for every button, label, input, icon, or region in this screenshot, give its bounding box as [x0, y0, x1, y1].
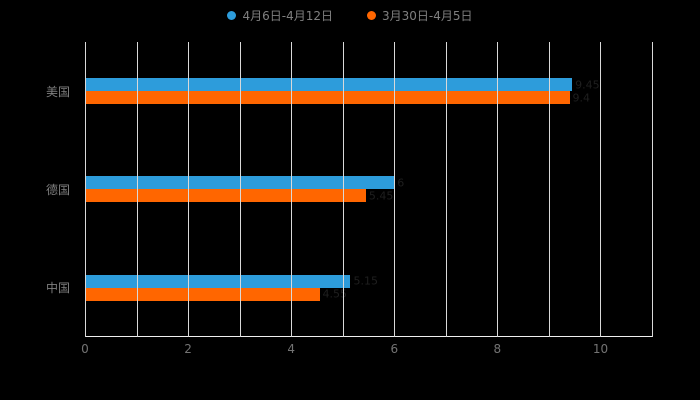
y-axis-line	[85, 42, 86, 337]
legend-item-series2[interactable]: 3月30日-4月5日	[367, 7, 473, 24]
x-axis-ticks: 0 2 4 6 8 10	[81, 342, 652, 358]
x-axis-line	[85, 336, 653, 337]
gridline	[445, 42, 447, 337]
legend-marker-icon	[367, 11, 376, 20]
bar-value-label: 5.15	[353, 274, 378, 288]
gridline	[291, 42, 293, 337]
bar-value-label: 9.45	[575, 78, 600, 92]
x-tick-label: 2	[184, 342, 192, 356]
gridline	[652, 42, 653, 337]
bar-group: 5.15 4.55	[85, 239, 652, 337]
category-label: 中国	[45, 281, 70, 296]
gridline	[497, 42, 499, 337]
bar-value-label: 4.55	[322, 287, 348, 301]
bar-series2[interactable]: 4.55	[85, 287, 347, 301]
plot-area: 9.45 9.4 6 5.45 5.15 4.55	[85, 42, 653, 337]
gridline	[394, 42, 396, 337]
bar-series1[interactable]: 5.15	[85, 274, 378, 288]
legend: 4月6日-4月12日 3月30日-4月5日	[0, 7, 700, 24]
gridline	[548, 42, 550, 337]
bar-value-label: 9.4	[572, 91, 591, 105]
x-tick-label: 0	[81, 342, 89, 356]
gridline	[239, 42, 241, 337]
category-label: 美国	[45, 84, 70, 99]
gridline	[600, 42, 602, 337]
bar-series1[interactable]: 9.45	[85, 78, 600, 92]
legend-label: 3月30日-4月5日	[382, 9, 473, 23]
bar-group: 9.45 9.4	[85, 42, 652, 140]
category-label: 德国	[45, 182, 70, 197]
x-tick-label: 6	[390, 342, 399, 356]
bar-rows: 9.45 9.4 6 5.45 5.15 4.55	[85, 42, 652, 337]
legend-marker-icon	[227, 11, 237, 20]
legend-item-series1[interactable]: 4月6日-4月12日	[227, 7, 333, 24]
category-labels: 美国 德国 中国	[0, 42, 78, 337]
bar-series2[interactable]: 9.4	[85, 91, 590, 105]
bar-group: 6 5.45	[85, 140, 652, 238]
gridline	[188, 42, 190, 337]
x-tick-label: 4	[287, 342, 295, 356]
bar-series2[interactable]: 5.45	[85, 189, 393, 203]
bar-value-label: 6	[397, 176, 405, 190]
gridline	[136, 42, 138, 337]
x-tick-label: 8	[493, 342, 502, 356]
x-tick-label: 10	[592, 342, 609, 356]
bar-value-label: 5.45	[368, 189, 394, 203]
legend-label: 4月6日-4月12日	[242, 9, 333, 23]
gridline	[342, 42, 344, 337]
